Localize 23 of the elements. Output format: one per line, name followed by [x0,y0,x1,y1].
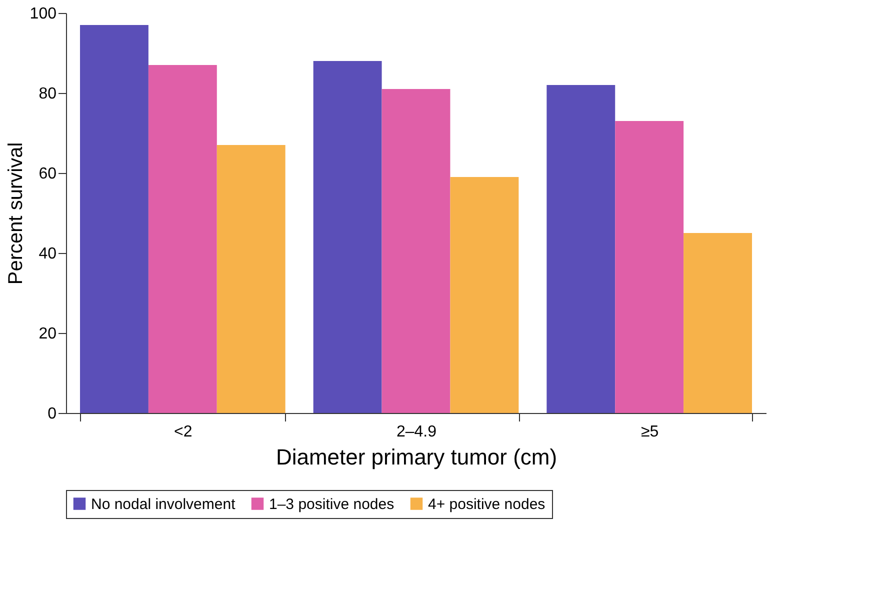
y-tick-label: 80 [38,86,57,102]
bar [313,61,382,413]
legend-label: No nodal involvement [91,496,236,513]
bar [615,121,684,413]
bar [382,89,450,413]
bar [148,65,217,413]
x-tick-label: ≥5 [640,424,659,440]
y-tick-label: 20 [38,326,57,342]
x-axis-title: Diameter primary tumor (cm) [276,444,558,470]
x-tick-label: <2 [174,424,192,440]
legend-label: 4+ positive nodes [428,496,546,513]
legend-label: 1–3 positive nodes [269,496,394,513]
bar [546,85,616,413]
bar [684,233,752,413]
y-tick-label: 60 [38,166,57,182]
bar [80,25,148,413]
y-axis-title: Percent survival [4,142,27,285]
x-tick-label: 2–4.9 [396,424,437,440]
bar [216,145,286,413]
y-tick-label: 0 [48,406,57,422]
y-tick-label: 100 [30,6,57,22]
bar [450,177,519,413]
y-tick-label: 40 [38,246,57,262]
